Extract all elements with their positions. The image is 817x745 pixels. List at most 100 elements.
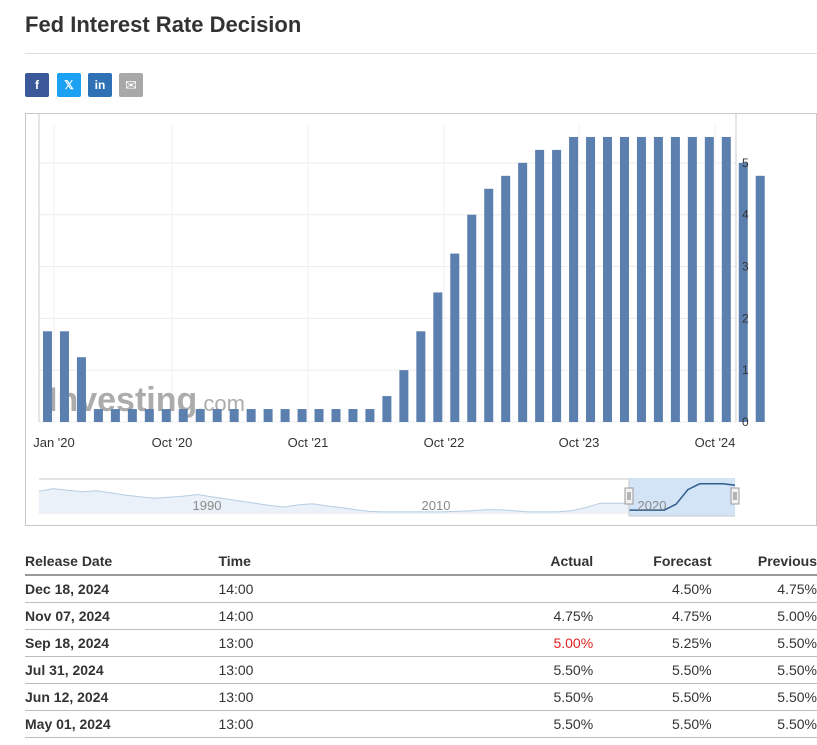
header-time[interactable]: Time xyxy=(218,547,421,576)
rate-bar xyxy=(586,136,596,422)
navigator-label: 2020 xyxy=(638,498,667,513)
time-cell: 13:00 xyxy=(218,656,421,684)
actual-cell xyxy=(420,575,594,603)
x-tick-label: Oct '23 xyxy=(559,435,600,450)
actual-cell: 5.50% xyxy=(420,683,594,711)
navigator-right-handle[interactable] xyxy=(730,487,740,505)
forecast-cell: 5.50% xyxy=(593,683,712,711)
y-tick-label: 5 xyxy=(742,156,749,170)
rate-bar xyxy=(636,136,646,422)
previous-cell: 5.50% xyxy=(711,683,817,711)
x-tick-label: Oct '22 xyxy=(424,435,465,450)
y-tick-label: 1 xyxy=(742,363,749,377)
rate-bar xyxy=(484,188,494,422)
previous-cell: 5.50% xyxy=(711,710,817,738)
rate-bar xyxy=(687,136,697,422)
release-history-table: Release Date Time Actual Forecast Previo… xyxy=(25,547,817,738)
rate-bar xyxy=(229,409,239,422)
rate-bar xyxy=(467,214,477,422)
table-header-row: Release Date Time Actual Forecast Previo… xyxy=(25,547,817,576)
rate-bar xyxy=(552,149,562,423)
rate-bar xyxy=(670,136,680,422)
navigator-line xyxy=(38,488,629,513)
rate-bar xyxy=(755,175,765,422)
rate-bar xyxy=(348,409,358,422)
page-title: Fed Interest Rate Decision xyxy=(25,12,302,37)
rate-bar xyxy=(399,370,409,422)
rate-bar xyxy=(653,136,663,422)
header-actual[interactable]: Actual xyxy=(420,547,594,576)
forecast-cell: 5.50% xyxy=(593,710,712,738)
facebook-icon[interactable]: f xyxy=(25,73,49,97)
table-row: Jul 31, 2024 13:00 5.50% 5.50% 5.50% xyxy=(25,656,817,684)
rate-bar xyxy=(738,162,748,422)
rate-bar xyxy=(246,409,256,422)
y-tick-label: 0 xyxy=(742,415,749,429)
time-cell: 13:00 xyxy=(218,710,421,738)
release-date-cell: Nov 07, 2024 xyxy=(25,602,219,630)
rate-bar xyxy=(331,409,341,422)
actual-cell: 5.00% xyxy=(420,629,594,657)
release-date-cell: Jul 31, 2024 xyxy=(25,656,219,684)
table-row: Dec 18, 2024 14:00 4.50% 4.75% xyxy=(25,575,817,603)
rate-bar xyxy=(178,409,188,422)
rate-bar xyxy=(314,409,324,422)
rate-bar xyxy=(365,409,375,422)
rate-bar xyxy=(212,409,222,422)
rate-bar xyxy=(280,409,290,422)
rate-bar xyxy=(382,396,392,422)
rate-bar xyxy=(704,136,714,422)
rate-bar xyxy=(127,409,137,422)
release-date-cell: Sep 18, 2024 xyxy=(25,629,219,657)
previous-cell: 4.75% xyxy=(711,575,817,603)
table-row: Sep 18, 2024 13:00 5.00% 5.25% 5.50% xyxy=(25,629,817,657)
rate-bar xyxy=(433,292,443,422)
rate-bar xyxy=(110,409,120,422)
rate-bar xyxy=(518,162,528,422)
rate-bar xyxy=(195,409,205,422)
rate-bar xyxy=(535,149,545,423)
rate-bar xyxy=(263,409,273,422)
rate-bar xyxy=(144,409,154,422)
x-tick-label: Oct '21 xyxy=(288,435,329,450)
actual-cell: 5.50% xyxy=(420,710,594,738)
chart-container[interactable]: Investing.com 0 1 2 3 4 5 Jan '20 Oct '20 Oct '21… xyxy=(25,113,817,526)
actual-cell: 5.50% xyxy=(420,656,594,684)
rate-bar xyxy=(59,331,69,422)
table-row: Nov 07, 2024 14:00 4.75% 4.75% 5.00% xyxy=(25,602,817,630)
previous-cell: 5.50% xyxy=(711,629,817,657)
rate-bar xyxy=(619,136,629,422)
rate-bar xyxy=(416,331,426,422)
header-release-date[interactable]: Release Date xyxy=(25,547,219,576)
rate-bar xyxy=(76,357,86,422)
rate-bar xyxy=(450,253,460,422)
rate-bar xyxy=(43,331,52,422)
navigator-area xyxy=(39,488,629,513)
header-forecast[interactable]: Forecast xyxy=(593,547,712,576)
navigator-selected-line xyxy=(628,483,736,511)
header-previous[interactable]: Previous xyxy=(711,547,817,576)
time-cell: 13:00 xyxy=(218,629,421,657)
forecast-cell: 4.50% xyxy=(593,575,712,603)
navigator-left-handle[interactable] xyxy=(624,487,634,505)
navigator-label: 2010 xyxy=(422,498,451,513)
time-cell: 14:00 xyxy=(218,602,421,630)
linkedin-icon[interactable]: in xyxy=(88,73,112,97)
release-date-cell: Dec 18, 2024 xyxy=(25,575,219,603)
forecast-cell: 4.75% xyxy=(593,602,712,630)
rate-bar xyxy=(721,136,731,422)
x-twitter-icon[interactable]: 𝕏 xyxy=(57,73,81,97)
rate-bar-chart[interactable]: Investing.com 0 1 2 3 4 5 Jan '20 Oct '20 Oct '21… xyxy=(26,114,816,525)
table-row: Jun 12, 2024 13:00 5.50% 5.50% 5.50% xyxy=(25,683,817,711)
release-date-cell: May 01, 2024 xyxy=(25,710,219,738)
y-tick-label: 4 xyxy=(742,208,749,222)
forecast-cell: 5.25% xyxy=(593,629,712,657)
time-cell: 13:00 xyxy=(218,683,421,711)
x-tick-label: Oct '20 xyxy=(152,435,193,450)
navigator-label: 1990 xyxy=(193,498,222,513)
email-icon[interactable]: ✉ xyxy=(119,73,143,97)
rate-bar xyxy=(297,409,307,422)
release-date-cell: Jun 12, 2024 xyxy=(25,683,219,711)
rate-bar xyxy=(501,175,511,422)
x-tick-label: Jan '20 xyxy=(33,435,75,450)
